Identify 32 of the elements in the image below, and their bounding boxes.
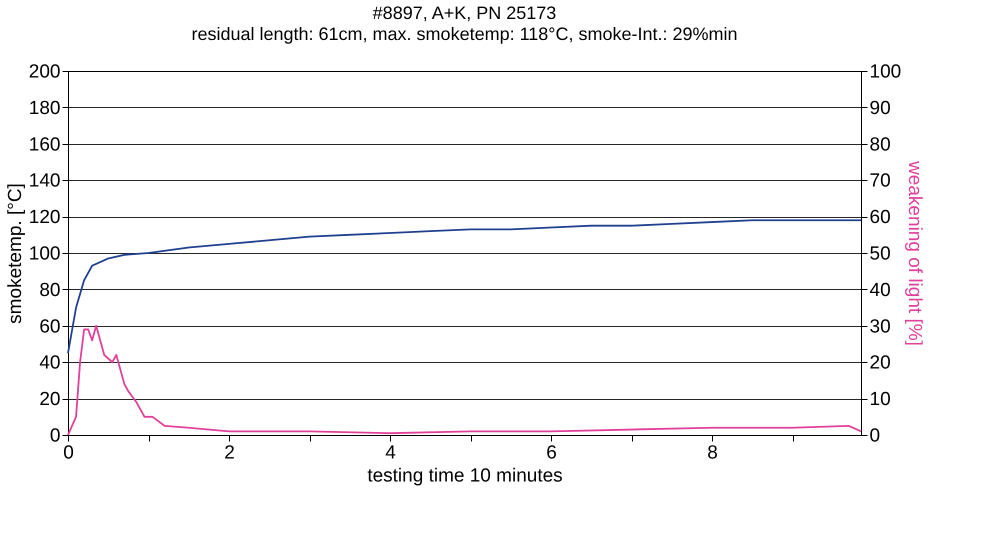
y-tick-label: 40 bbox=[39, 352, 60, 374]
x-tick-label: 4 bbox=[385, 442, 396, 464]
y-tick-label: 120 bbox=[28, 207, 60, 228]
y-axis-title: smoketemp. [°C] bbox=[4, 183, 26, 324]
y2-tick-label: 0 bbox=[870, 426, 880, 446]
y2-tick-label: 20 bbox=[870, 352, 891, 374]
y2-tick-label: 90 bbox=[870, 98, 891, 119]
x-tick-label: 0 bbox=[63, 442, 74, 464]
y2-tick-label: 30 bbox=[870, 316, 891, 338]
x-tick-label: 2 bbox=[224, 442, 235, 464]
y-tick-label: 20 bbox=[39, 389, 60, 410]
y2-tick-label: 10 bbox=[870, 389, 891, 410]
y2-tick-label: 40 bbox=[870, 280, 891, 301]
y2-tick-label: 70 bbox=[870, 170, 891, 192]
y2-tick-label: 50 bbox=[870, 244, 891, 264]
y-tick-label: 200 bbox=[28, 62, 60, 82]
y2-tick-label: 80 bbox=[870, 134, 891, 156]
y-tick-label: 0 bbox=[50, 426, 60, 446]
y-tick-label: 160 bbox=[28, 134, 60, 156]
y2-tick-label: 100 bbox=[870, 62, 902, 82]
x-tick-label: 8 bbox=[707, 442, 718, 464]
y-tick-label: 100 bbox=[28, 244, 60, 264]
chart-subtitle: residual length: 61cm, max. smoketemp: 118°C, smoke-Int.: 29%min bbox=[191, 24, 738, 44]
y-tick-label: 80 bbox=[39, 280, 60, 301]
x-tick-label: 6 bbox=[546, 442, 557, 464]
chart-title: #8897, A+K, PN 25173 bbox=[372, 3, 556, 23]
y2-tick-label: 60 bbox=[870, 207, 891, 228]
x-axis-title: testing time 10 minutes bbox=[367, 466, 563, 486]
y2-axis-title: weakening of light [%] bbox=[904, 160, 926, 346]
y-tick-label: 60 bbox=[39, 316, 60, 338]
y-tick-label: 180 bbox=[28, 98, 60, 119]
y-tick-label: 140 bbox=[28, 170, 60, 192]
